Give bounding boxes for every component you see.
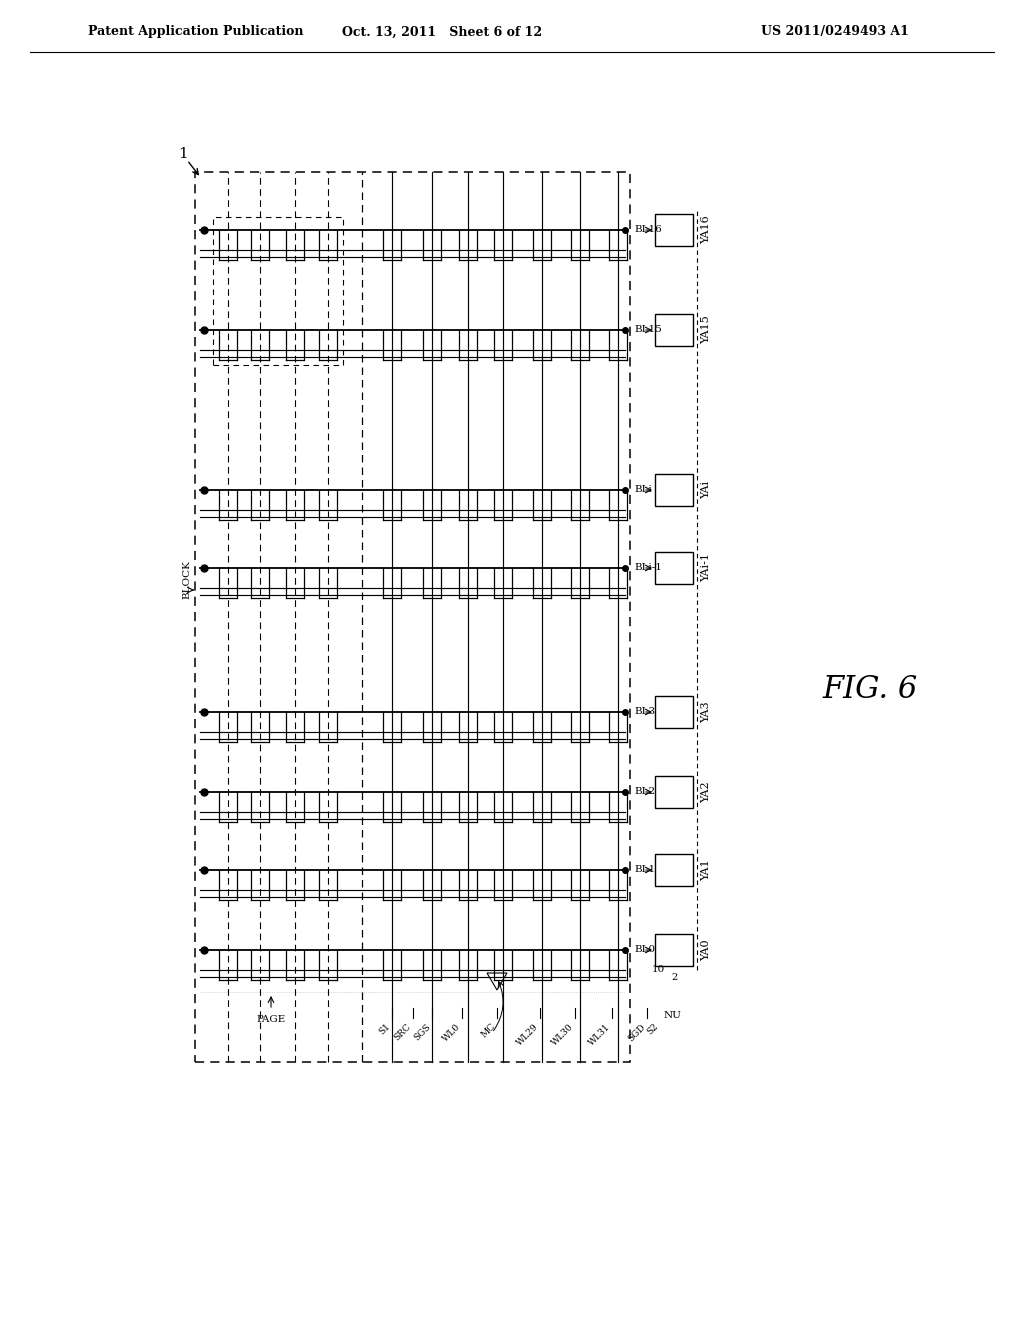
Text: FIG. 6: FIG. 6 [822, 675, 918, 705]
Text: YA16: YA16 [701, 215, 711, 244]
Text: SGS: SGS [412, 1022, 432, 1043]
Text: PAGE: PAGE [256, 1015, 286, 1024]
Text: WL29: WL29 [515, 1022, 540, 1047]
Text: S2: S2 [645, 1022, 660, 1036]
Text: 2: 2 [672, 974, 678, 982]
Bar [655, 854, 693, 886]
Text: BL15: BL15 [634, 326, 662, 334]
Text: WL0: WL0 [440, 1022, 462, 1043]
Text: SGD: SGD [626, 1022, 647, 1043]
Text: BL3: BL3 [634, 708, 655, 717]
Text: YA3: YA3 [701, 701, 711, 723]
Text: YA0: YA0 [701, 940, 711, 961]
Text: BL16: BL16 [634, 226, 662, 235]
Text: WL30: WL30 [550, 1022, 575, 1047]
Bar [655, 474, 693, 506]
Text: BL2: BL2 [634, 788, 655, 796]
Text: YA15: YA15 [701, 315, 711, 345]
Bar [655, 696, 693, 729]
Text: BLi: BLi [634, 486, 651, 495]
Text: WL31: WL31 [587, 1022, 612, 1047]
Bar [213, 216, 343, 366]
Text: 10: 10 [651, 965, 665, 974]
Text: 1: 1 [178, 147, 187, 161]
Text: BLOCK: BLOCK [182, 561, 191, 599]
Bar [655, 552, 693, 583]
Bar [655, 935, 693, 966]
Text: BLi-1: BLi-1 [634, 564, 662, 573]
Bar [655, 214, 693, 246]
Text: S1: S1 [377, 1022, 392, 1036]
Text: BL1: BL1 [634, 866, 655, 874]
Text: YAi-1: YAi-1 [701, 553, 711, 582]
Text: MC: MC [479, 1022, 497, 1040]
Text: NU: NU [664, 1011, 681, 1019]
Text: Oct. 13, 2011   Sheet 6 of 12: Oct. 13, 2011 Sheet 6 of 12 [342, 25, 542, 38]
Text: Patent Application Publication: Patent Application Publication [88, 25, 303, 38]
Text: YAi: YAi [701, 480, 711, 499]
Text: US 2011/0249493 A1: US 2011/0249493 A1 [761, 25, 909, 38]
Text: YA2: YA2 [701, 781, 711, 803]
Text: BL0: BL0 [634, 945, 655, 954]
Bar [655, 776, 693, 808]
Bar [195, 172, 630, 1063]
Text: YA1: YA1 [701, 859, 711, 880]
Text: SRC: SRC [392, 1022, 413, 1043]
Bar [655, 314, 693, 346]
